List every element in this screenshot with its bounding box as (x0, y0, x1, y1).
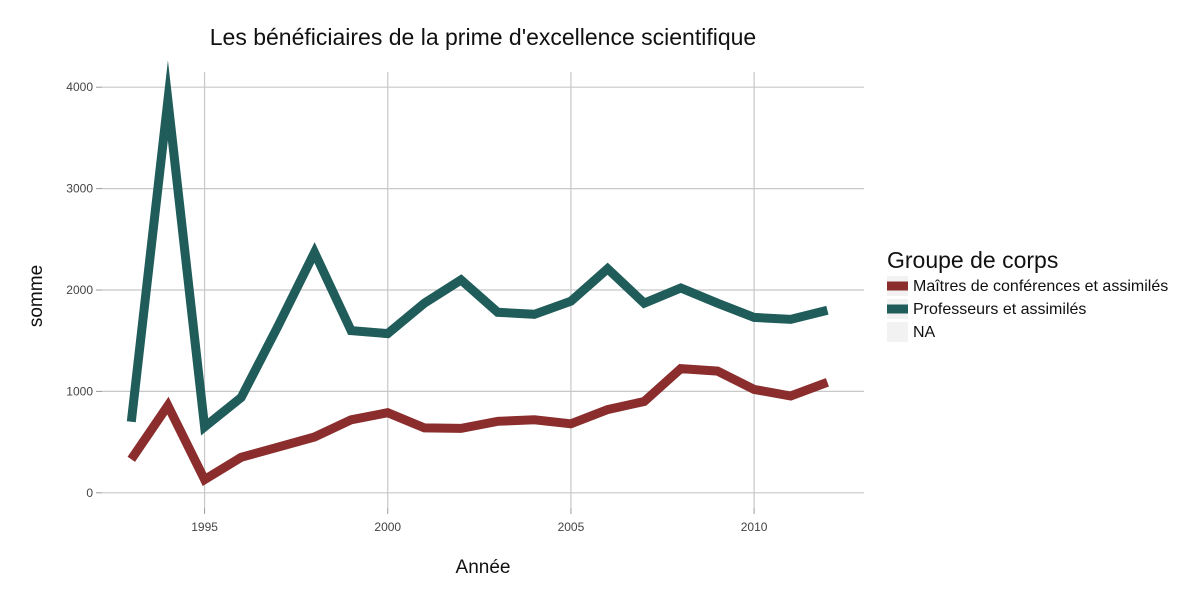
y-axis-title: somme (26, 265, 47, 327)
x-tick-label: 2000 (374, 520, 401, 534)
legend-key-background (887, 322, 908, 342)
legend-label: NA (913, 324, 936, 341)
legend-swatch (887, 281, 908, 291)
legend: Groupe de corps Maîtres de conférences e… (887, 247, 1168, 342)
x-tick-label: 1995 (191, 520, 218, 534)
y-tick-label: 1000 (66, 384, 93, 398)
y-axis: 0 1000 2000 3000 4000 (66, 80, 102, 500)
gridlines (102, 72, 864, 508)
y-tick-label: 0 (86, 486, 93, 500)
x-axis: 1995 2000 2005 2010 (191, 508, 768, 534)
y-tick-label: 3000 (66, 182, 93, 196)
legend-swatch (887, 304, 908, 314)
legend-title: Groupe de corps (887, 247, 1058, 273)
legend-items: Maîtres de conférences et assimilés Profe… (887, 276, 1168, 342)
series-lines (126, 60, 829, 486)
chart-title: Les bénéficiaires de la prime d'excellen… (210, 24, 756, 50)
x-tick-label: 2005 (558, 520, 585, 534)
legend-label: Maîtres de conférences et assimilés (913, 278, 1168, 295)
series-line-maitres-de-conferences-et-assimiles (127, 363, 829, 486)
x-tick-label: 2010 (741, 520, 768, 534)
y-tick-label: 4000 (66, 80, 93, 94)
series-line-professeurs-et-assimiles (126, 60, 829, 436)
x-axis-title: Année (456, 557, 511, 578)
y-tick-label: 2000 (66, 283, 93, 297)
legend-label: Professeurs et assimilés (913, 301, 1086, 318)
